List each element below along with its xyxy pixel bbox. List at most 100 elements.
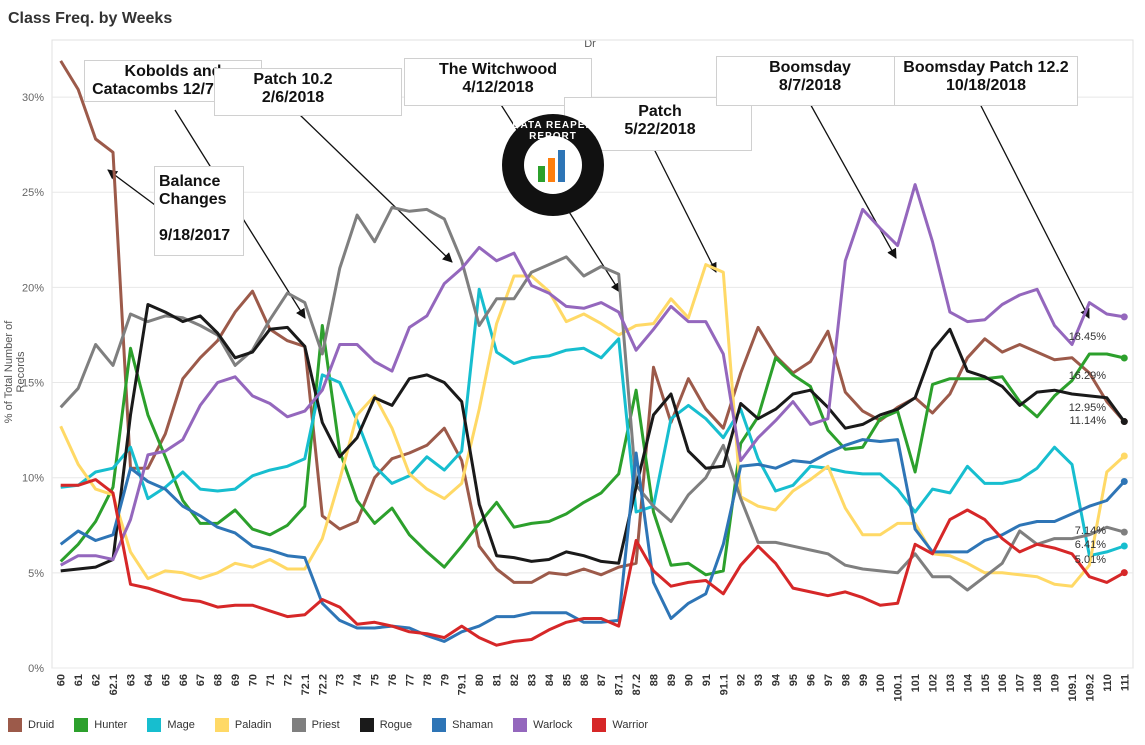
end-point-mage: [1120, 542, 1128, 550]
end-point-warlock: [1120, 313, 1128, 321]
y-tick-label: 10%: [22, 473, 44, 485]
x-tick-label: 72.2: [317, 674, 329, 695]
x-tick-label: 85: [561, 674, 573, 686]
x-tick-label: 62: [91, 674, 103, 686]
x-tick-label: 92: [736, 674, 748, 686]
annotation-balance-changes-text: Balance Changes 9/18/2017: [159, 173, 231, 244]
x-tick-label: 87: [596, 674, 608, 686]
x-tick-label: 84: [544, 673, 556, 686]
x-tick-label: 106: [997, 674, 1009, 692]
x-tick-label: 109.1: [1067, 674, 1079, 702]
bar-chart-icon: [538, 150, 565, 182]
x-tick-label: 70: [248, 674, 260, 686]
x-tick-label: 101: [910, 674, 922, 692]
legend-swatch: [432, 718, 447, 732]
annotation-patch-10-2: Patch 10.2 2/6/2018: [214, 68, 402, 116]
legend-item-mage[interactable]: Mage: [147, 718, 195, 732]
x-tick-label: 64: [143, 673, 155, 686]
x-tick-label: 63: [125, 674, 137, 686]
x-tick-label: 88: [649, 674, 661, 686]
x-tick-label: 95: [788, 674, 800, 686]
series-line-priest: [59, 206, 1125, 592]
legend-swatch: [513, 718, 528, 732]
x-tick-label: 83: [526, 674, 538, 686]
end-value-label: 11.14%: [1070, 415, 1107, 427]
legend-label: Shaman: [452, 719, 494, 731]
legend-label: Druid: [28, 719, 55, 731]
x-tick-label: 82: [509, 674, 521, 686]
series-line-warlock: [59, 183, 1125, 567]
legend-item-hunter[interactable]: Hunter: [74, 718, 127, 732]
legend-label: Warlock: [533, 719, 573, 731]
end-value-label: 6.41%: [1075, 539, 1106, 551]
x-tick-label: 93: [753, 674, 765, 686]
x-tick-label: 107: [1015, 674, 1027, 692]
x-tick-label: 110: [1102, 674, 1114, 692]
annotation-boomsday: Boomsday 8/7/2018: [716, 56, 904, 106]
x-tick-label: 104: [962, 673, 974, 692]
x-tick-label: 102: [927, 674, 939, 692]
legend-item-warrior[interactable]: Warrior: [592, 718, 648, 732]
annotation-boomsday-patch-text: Boomsday Patch 12.2 10/18/2018: [903, 59, 1069, 94]
legend-swatch: [147, 718, 162, 732]
x-tick-label: 109.2: [1084, 674, 1096, 702]
y-tick-label: 15%: [22, 378, 44, 390]
axes: 0% 5% 10% 15% 20% 25% 30% 60 61 62 62.1 63 64 65 66 67 6…: [22, 92, 1131, 701]
x-tick-label: 68: [213, 674, 225, 686]
legend-label: Priest: [311, 719, 340, 731]
x-tick-label: 90: [683, 674, 695, 686]
series-line-shaman: [59, 438, 1126, 643]
x-tick-label: 96: [805, 674, 817, 686]
series-line-mage: [60, 287, 1125, 558]
annotation-witchwood-text: The Witchwood 4/12/2018: [438, 61, 558, 96]
end-point-paladin: [1120, 452, 1128, 460]
legend-label: Hunter: [94, 719, 128, 731]
x-tick-label: 91.1: [718, 674, 730, 695]
x-tick-label: 98: [840, 674, 852, 686]
x-tick-label: 74: [352, 673, 364, 686]
legend-item-druid[interactable]: Druid: [8, 718, 54, 732]
x-tick-label: 77: [404, 674, 416, 686]
x-tick-label: 87.1: [614, 674, 626, 695]
annotation-boomsday-text: Boomsday 8/7/2018: [769, 59, 851, 94]
annotation-arrow: [807, 99, 897, 259]
end-point-hunter: [1120, 354, 1128, 362]
series-line-warrior: [60, 478, 1126, 647]
legend-label: Paladin: [234, 719, 272, 731]
end-point-rogue: [1120, 418, 1128, 426]
series-line-druid: [59, 60, 1126, 584]
x-tick-label: 61: [73, 674, 85, 686]
series-line-rogue: [60, 303, 1126, 573]
y-tick-label: 0%: [28, 663, 44, 675]
annotation-arrow: [107, 169, 156, 206]
y-tick-label: 30%: [22, 92, 44, 104]
x-tick-label: 78: [422, 674, 434, 686]
data-reaper-logo: DATA REAPER REPORT: [502, 114, 604, 216]
x-tick-label: 75: [370, 674, 382, 686]
legend-swatch: [214, 718, 229, 732]
annotation-arrow: [977, 99, 1090, 319]
x-tick-label: 100: [875, 674, 887, 692]
legend-item-priest[interactable]: Priest: [291, 718, 340, 732]
end-value-label: 7.14%: [1075, 525, 1106, 537]
annotation-arrow: [299, 114, 453, 263]
x-tick-label: 73: [335, 674, 347, 686]
end-point-warrior: [1120, 569, 1128, 577]
x-tick-label: 86: [579, 674, 591, 686]
x-tick-label: 100.1: [893, 674, 905, 702]
end-point-shaman: [1120, 478, 1128, 486]
y-tick-label: 25%: [22, 187, 44, 199]
x-tick-label: 79.1: [457, 674, 469, 695]
legend-item-rogue[interactable]: Rogue: [359, 718, 413, 732]
x-tick-label: 87.2: [631, 674, 643, 695]
x-tick-label: 91: [701, 674, 713, 686]
x-tick-label: 81: [492, 674, 504, 686]
legend-item-paladin[interactable]: Paladin: [214, 718, 272, 732]
legend-label: Rogue: [379, 719, 413, 731]
end-value-label: 12.95%: [1069, 402, 1107, 414]
x-tick-label: 99: [858, 674, 870, 686]
annotation-patch-10-2-text: Patch 10.2 2/6/2018: [253, 71, 333, 106]
legend-item-shaman[interactable]: Shaman: [432, 718, 493, 732]
legend-item-warlock[interactable]: Warlock: [513, 718, 572, 732]
end-point-priest: [1120, 528, 1128, 536]
